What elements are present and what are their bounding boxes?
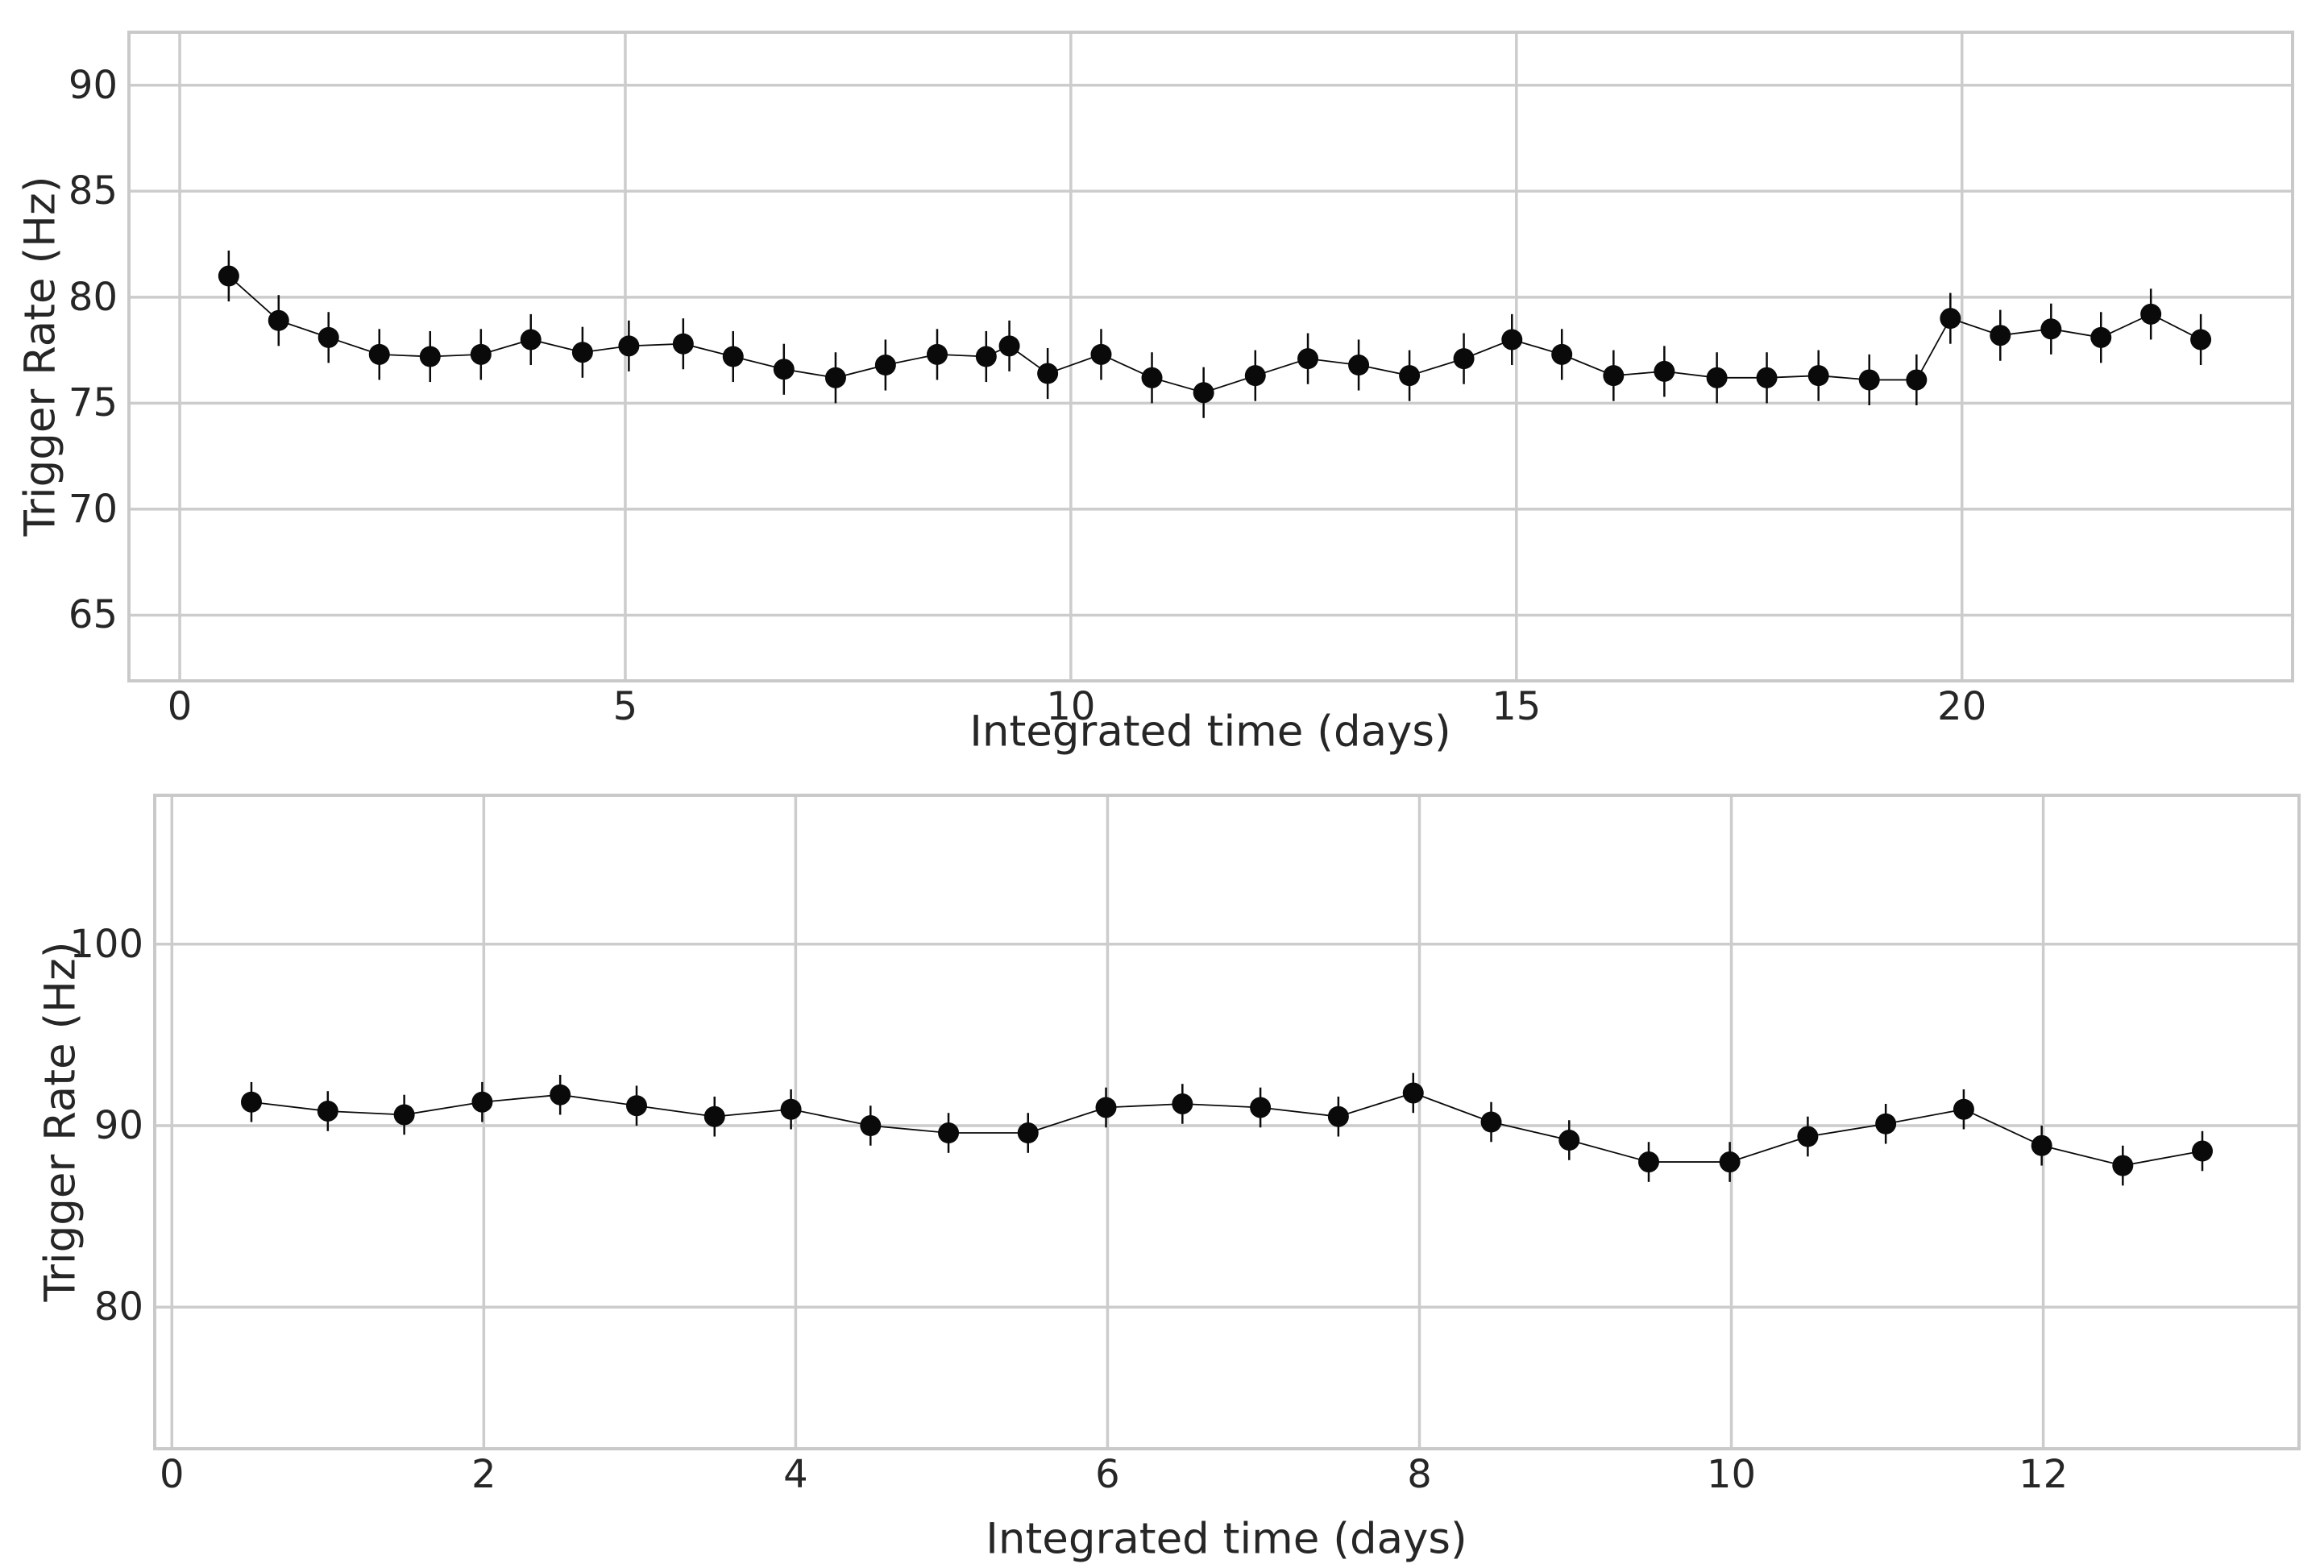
- top-plot-data-point: [927, 343, 948, 365]
- top-plot-data-point: [1756, 367, 1778, 388]
- bottom-plot-data-point: [240, 1091, 262, 1113]
- bottom-plot-data-point: [1095, 1097, 1117, 1118]
- top-plot-data-point: [571, 342, 593, 363]
- top-plot-data-point: [419, 346, 441, 367]
- top-plot-data-point: [1399, 365, 1421, 387]
- top-plot-data-point: [975, 346, 997, 367]
- top-plot-data-point: [1551, 343, 1573, 365]
- top-plot-data-point: [1297, 348, 1319, 370]
- bottom-plot-data-point: [938, 1122, 960, 1144]
- bottom-plot-y-axis-label: Trigger Rate (Hz): [35, 941, 85, 1302]
- top-plot-data-point: [1807, 365, 1829, 387]
- top-plot-data-point: [218, 265, 239, 287]
- top-plot-data-point: [1603, 365, 1625, 387]
- top-plot-data-point: [1348, 355, 1370, 376]
- top-plot-data-point: [722, 346, 744, 367]
- bottom-plot-data-point: [1637, 1151, 1659, 1173]
- bottom-plot-data-point: [1172, 1093, 1193, 1114]
- bottom-plot-data-point: [780, 1098, 802, 1120]
- bottom-plot-x-axis-label: Integrated time (days): [986, 1514, 1467, 1564]
- top-plot-data-point: [1141, 367, 1163, 388]
- bottom-plot-data-point: [703, 1105, 725, 1127]
- bottom-plot-y-tick-label: 90: [93, 1103, 143, 1148]
- bottom-plot-data-point: [1875, 1113, 1897, 1135]
- top-plot-data-point: [2040, 318, 2062, 340]
- bottom-plot-data-point: [317, 1100, 338, 1122]
- top-plot-data-point: [368, 343, 390, 365]
- top-plot-data-point: [520, 329, 542, 351]
- bottom-plot-data-point: [1250, 1097, 1272, 1118]
- top-plot-x-tick-label: 20: [1937, 684, 1987, 729]
- top-plot-y-axis-label: Trigger Rate (Hz): [15, 176, 65, 537]
- bottom-plot-border: [153, 794, 2301, 1450]
- bottom-plot-data-point: [2031, 1135, 2052, 1156]
- bottom-plot-y-tick-label: 100: [69, 921, 143, 967]
- top-plot-data-point: [874, 355, 896, 376]
- top-plot-data-point: [1090, 343, 1112, 365]
- bottom-plot-data-point: [1719, 1151, 1741, 1173]
- bottom-plot-data-point: [393, 1104, 415, 1126]
- top-plot-data-point: [1990, 325, 2011, 346]
- bottom-plot-x-tick-label: 0: [160, 1452, 185, 1497]
- bottom-plot-x-tick-label: 10: [1707, 1452, 1757, 1497]
- top-plot-y-tick-label: 90: [68, 62, 118, 108]
- bottom-plot-data-point: [1480, 1111, 1502, 1133]
- top-plot-data-point: [1706, 367, 1728, 388]
- top-plot-data-point: [1858, 369, 1880, 391]
- top-plot-y-tick-label: 85: [68, 168, 118, 214]
- bottom-plot-data-point: [2192, 1140, 2214, 1162]
- top-plot-data-point: [1940, 308, 1961, 330]
- bottom-plot-data-point: [1558, 1130, 1580, 1151]
- top-plot-border: [127, 31, 2294, 682]
- top-plot-y-tick-label: 75: [68, 380, 118, 426]
- top-plot-data-point: [824, 367, 846, 388]
- bottom-plot-data-point: [1402, 1082, 1424, 1104]
- bottom-plot-data-point: [550, 1084, 571, 1105]
- bottom-plot-x-tick-label: 6: [1095, 1452, 1120, 1497]
- top-plot-data-point: [1453, 348, 1475, 370]
- bottom-plot-data-point: [1797, 1126, 1819, 1147]
- top-plot-data-point: [773, 359, 795, 380]
- bottom-plot-data-point: [625, 1095, 647, 1117]
- bottom-plot-y-tick-label: 80: [93, 1284, 143, 1330]
- bottom-plot-x-tick-label: 2: [471, 1452, 496, 1497]
- bottom-plot-x-tick-label: 8: [1407, 1452, 1432, 1497]
- top-plot-data-point: [1906, 369, 1928, 391]
- bottom-plot-x-tick-label: 4: [783, 1452, 808, 1497]
- top-plot-x-tick-label: 10: [1046, 684, 1096, 729]
- top-plot-x-tick-label: 5: [612, 684, 638, 729]
- top-plot-data-point: [998, 335, 1020, 357]
- bottom-plot-data-point: [2112, 1155, 2134, 1176]
- bottom-plot-data-point: [1327, 1105, 1349, 1127]
- top-plot-data-point: [317, 326, 339, 348]
- top-plot-data-point: [618, 335, 640, 357]
- top-plot-data-point: [268, 309, 289, 331]
- top-plot-data-point: [1501, 329, 1523, 351]
- top-plot-x-axis-label: Integrated time (days): [969, 707, 1451, 757]
- top-plot-data-point: [1244, 365, 1266, 387]
- top-plot-data-point: [2190, 329, 2212, 351]
- top-plot-data-point: [470, 343, 492, 365]
- bottom-plot-data-line: [251, 1092, 2203, 1167]
- top-plot-data-point: [1193, 382, 1214, 404]
- top-plot-y-tick-label: 80: [68, 274, 118, 320]
- bottom-plot-data-point: [1953, 1098, 1974, 1120]
- top-plot-x-tick-label: 0: [167, 684, 193, 729]
- top-plot-data-point: [2140, 303, 2162, 325]
- top-plot-data-point: [1654, 360, 1675, 382]
- bottom-plot-data-point: [860, 1115, 882, 1137]
- top-plot-y-tick-label: 65: [68, 592, 118, 638]
- top-plot-data-point: [672, 333, 694, 355]
- top-plot-data-point: [1037, 363, 1059, 384]
- bottom-plot-data-point: [471, 1091, 493, 1113]
- bottom-plot-x-tick-label: 12: [2019, 1452, 2069, 1497]
- top-plot-y-tick-label: 70: [68, 486, 118, 532]
- top-plot-x-tick-label: 15: [1492, 684, 1542, 729]
- top-plot-data-point: [2090, 326, 2112, 348]
- bottom-plot-data-point: [1017, 1122, 1039, 1144]
